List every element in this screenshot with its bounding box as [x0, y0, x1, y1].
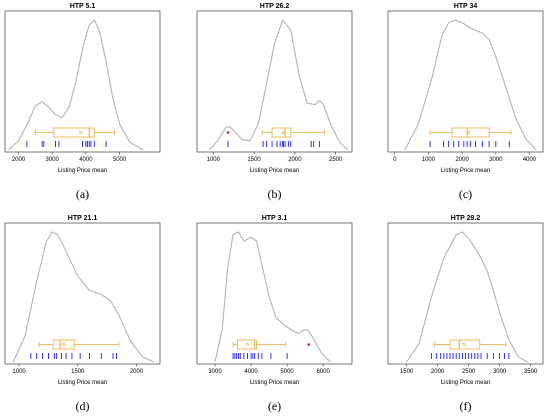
density-curve: [406, 231, 528, 363]
x-tick-label: 3000: [208, 369, 222, 375]
chart-svg: HTP 21.1 1000 1500 2000 Listing Price mean: [4, 215, 161, 386]
x-tick-label: 3000: [493, 369, 507, 375]
x-tick-label: 2500: [329, 157, 343, 163]
density-curve: [404, 19, 537, 151]
panel-caption: (f): [459, 399, 472, 413]
chart-panel: HTP 21.1 1000 1500 2000 Listing Price mean: [0, 212, 170, 412]
chart-panel: HTP 3.1 3000 4000 5000 6000 Listing Price mea…: [192, 212, 362, 412]
plot-frame: [4, 10, 161, 153]
boxplot-outlier: [226, 131, 230, 134]
boxplot-box: [451, 127, 490, 138]
boxplot-mean: [281, 131, 285, 135]
x-tick-label: 6000: [316, 369, 330, 375]
chart-panel: HTP 5.1 2000 3000 4000 5000 Listing Price mea…: [0, 0, 170, 200]
boxplot-mean: [462, 343, 466, 347]
boxplot-outlier: [307, 343, 311, 346]
boxplot-box: [271, 127, 292, 138]
x-tick-label: 4000: [244, 369, 258, 375]
chart-title: HTP 21.1: [68, 215, 98, 222]
density-curve: [12, 231, 155, 363]
chart-title: HTP 34: [454, 3, 478, 10]
chart-svg: HTP 34 0 1000 2000 3000 4000 Listing Price mea…: [387, 3, 544, 174]
x-axis-label: Listing Price mean: [58, 168, 107, 174]
panel-caption: (c): [458, 187, 473, 201]
plot-frame: [387, 10, 544, 153]
panel-caption: (d): [75, 399, 90, 413]
density-curve: [214, 231, 331, 363]
x-tick-label: 2000: [130, 369, 144, 375]
x-tick-label: 2000: [12, 157, 26, 163]
boxplot-mean: [245, 343, 249, 347]
boxplot-mean: [467, 131, 471, 135]
x-tick-label: 3000: [489, 157, 503, 163]
boxplot-box: [236, 339, 257, 350]
x-tick-label: 4000: [79, 157, 93, 163]
x-tick-label: 2000: [455, 157, 469, 163]
x-tick-label: 1500: [71, 369, 85, 375]
x-axis-label: Listing Price mean: [58, 380, 107, 386]
x-tick-label: 1000: [422, 157, 436, 163]
x-axis-label: Listing Price mean: [441, 168, 490, 174]
chart-svg: HTP 26.2 1000 1500 2000 2500 Listing Price me…: [196, 3, 353, 174]
boxplot-mean: [62, 343, 66, 347]
x-tick-label: 4000: [523, 157, 537, 163]
x-tick-label: 2000: [288, 157, 302, 163]
chart-panel: HTP 26.2 1000 1500 2000 2500 Listing Price me…: [192, 0, 362, 200]
x-tick-label: 3500: [524, 369, 538, 375]
x-axis-label: Listing Price mean: [250, 380, 299, 386]
x-axis-label: Listing Price mean: [441, 380, 490, 386]
boxplot-mean: [79, 131, 83, 135]
chart-title: HTP 26.2: [260, 3, 290, 10]
x-tick-label: 1000: [12, 369, 26, 375]
panel-caption: (a): [75, 187, 90, 201]
plot-frame: [196, 10, 353, 153]
density-curve: [8, 19, 144, 151]
density-curve: [208, 19, 349, 151]
chart-svg: HTP 5.1 2000 3000 4000 5000 Listing Price mea…: [4, 3, 161, 174]
x-tick-label: 2000: [431, 369, 445, 375]
chart-svg: HTP 29.2 1500 2000 2500 3000 3500 Listing Pric…: [387, 215, 544, 386]
x-tick-label: 1500: [247, 157, 261, 163]
boxplot-box: [53, 127, 95, 138]
chart-title: HTP 5.1: [70, 3, 96, 10]
chart-title: HTP 29.2: [451, 215, 481, 222]
plot-frame: [4, 222, 161, 365]
chart-panel: HTP 29.2 1500 2000 2500 3000 3500 Listing Pric…: [383, 212, 550, 412]
x-tick-label: 5000: [113, 157, 127, 163]
x-tick-label: 0: [393, 157, 397, 163]
chart-title: HTP 3.1: [262, 215, 288, 222]
x-axis-label: Listing Price mean: [250, 168, 299, 174]
x-tick-label: 2500: [462, 369, 476, 375]
plot-frame: [387, 222, 544, 365]
boxplot-box: [52, 339, 75, 350]
plot-frame: [196, 222, 353, 365]
panel-caption: (e): [267, 399, 282, 413]
x-tick-label: 5000: [280, 369, 294, 375]
chart-svg: HTP 3.1 3000 4000 5000 6000 Listing Price mea…: [196, 215, 353, 386]
x-tick-label: 3000: [45, 157, 59, 163]
x-tick-label: 1500: [400, 369, 414, 375]
chart-panel: HTP 34 0 1000 2000 3000 4000 Listing Price mea…: [383, 0, 550, 200]
panel-caption: (b): [267, 187, 282, 201]
x-tick-label: 1000: [207, 157, 221, 163]
